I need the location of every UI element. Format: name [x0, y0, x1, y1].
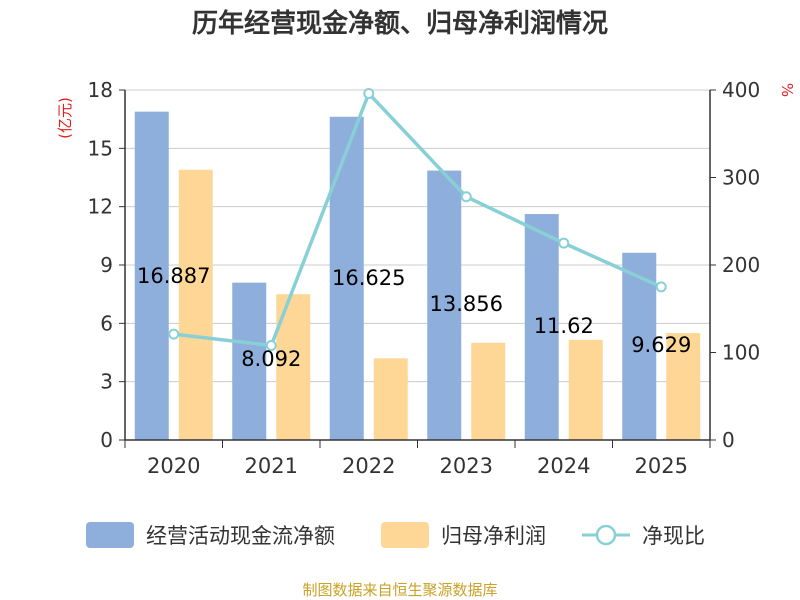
- y-right-tick-label: 200: [722, 253, 760, 277]
- bars: [134, 111, 701, 441]
- bar-cashflow: [329, 116, 364, 440]
- gridlines: [125, 89, 710, 383]
- y-left-tick-label: 9: [100, 253, 113, 277]
- legend-marker-ratio: [595, 524, 617, 546]
- bar-cashflow: [524, 214, 559, 440]
- data-labels: 16.887 8.092 16.625 13.856 11.62 9.629: [137, 264, 691, 371]
- x-tick-label: 2021: [245, 454, 298, 478]
- data-label-cashflow: 9.629: [631, 333, 691, 357]
- bar-cashflow: [232, 282, 267, 440]
- y-left-label: (亿元): [56, 97, 74, 139]
- legend-label-net-profit: 归母净利润: [441, 524, 546, 548]
- data-label-cashflow: 11.62: [534, 314, 594, 338]
- legend-label-ratio: 净现比: [642, 524, 705, 548]
- x-tick-label: 2023: [440, 454, 493, 478]
- data-label-cashflow: 16.625: [332, 266, 405, 290]
- x-tick-label: 2022: [342, 454, 395, 478]
- bar-net-profit: [373, 358, 408, 440]
- bar-cashflow: [427, 170, 462, 441]
- ratio-point: [558, 237, 570, 249]
- y-left-tick-label: 0: [100, 428, 113, 452]
- bar-net-profit: [178, 169, 213, 440]
- ratio-point: [363, 88, 375, 99]
- axes: 0 3 6 9 12 15 18 0 100 200 300 400 2020 2021 2022 2023 2…: [88, 78, 761, 478]
- ratio-point: [460, 191, 472, 203]
- y-right-label: %: [778, 83, 796, 97]
- ratio-point: [655, 281, 667, 293]
- ratio-line: [168, 88, 667, 351]
- bar-cashflow: [134, 111, 169, 441]
- y-right-tick-label: 400: [722, 78, 760, 102]
- data-label-cashflow: 13.856: [430, 292, 503, 316]
- y-right-tick-label: 300: [722, 166, 760, 190]
- source-note: 制图数据来自恒生聚源数据库: [302, 581, 497, 599]
- y-left-tick-label: 3: [100, 370, 113, 394]
- ratio-point: [168, 328, 180, 340]
- bar-net-profit: [568, 339, 603, 440]
- bar-net-profit: [666, 333, 701, 440]
- x-tick-label: 2024: [537, 454, 590, 478]
- bar-net-profit: [471, 342, 506, 440]
- data-label-cashflow: 16.887: [137, 264, 210, 288]
- legend-swatch-net-profit: [381, 522, 429, 548]
- chart-title: 历年经营现金净额、归母净利润情况: [192, 8, 608, 39]
- ratio-line-path: [173, 91, 662, 348]
- legend: 经营活动现金流净额 归母净利润 净现比: [86, 522, 705, 548]
- y-left-tick-label: 15: [88, 136, 113, 160]
- legend-label-cashflow: 经营活动现金流净额: [146, 524, 335, 548]
- y-right-tick-label: 0: [722, 428, 735, 452]
- x-tick-label: 2020: [147, 454, 200, 478]
- y-left-tick-label: 18: [88, 78, 113, 102]
- legend-swatch-cashflow: [86, 522, 134, 548]
- x-tick-label: 2025: [635, 454, 688, 478]
- y-left-tick-label: 12: [88, 195, 113, 219]
- y-left-tick-label: 6: [100, 311, 113, 335]
- y-right-tick-label: 100: [722, 341, 760, 365]
- ratio-point: [265, 340, 277, 351]
- data-label-cashflow: 8.092: [241, 347, 301, 371]
